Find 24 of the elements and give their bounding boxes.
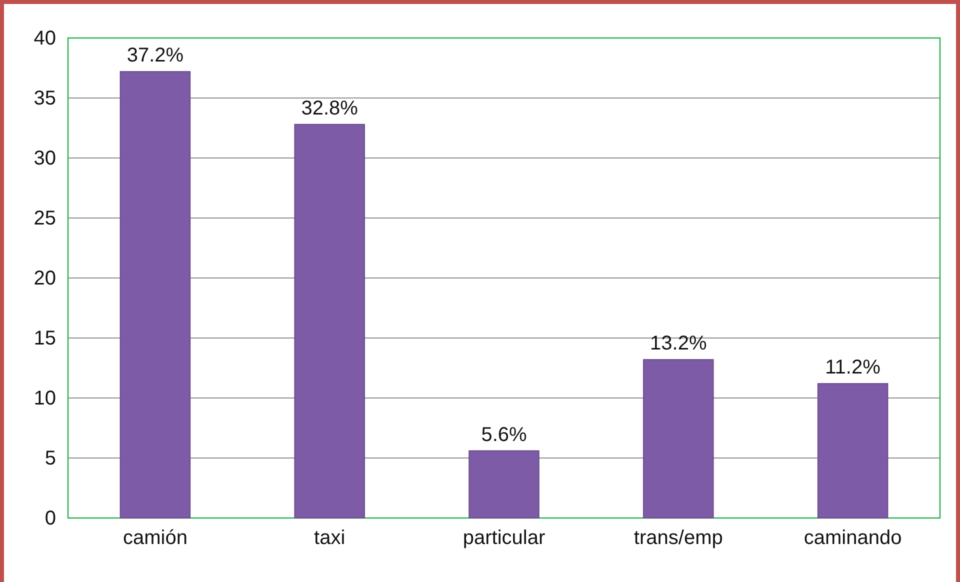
y-tick-label: 40 [34,27,56,50]
x-tick-label: particular [462,527,546,550]
y-tick-label: 10 [34,387,56,410]
y-tick-label: 20 [34,267,56,290]
data-label: 37.2% [126,44,184,67]
bar [643,359,714,518]
y-tick-label: 30 [34,147,56,170]
bar [120,71,191,518]
x-tick-label: caminando [804,527,902,550]
x-tick-label: trans/emp [634,527,723,550]
y-tick-label: 25 [34,207,56,230]
data-label: 11.2% [825,356,881,379]
data-label: 32.8% [301,97,358,120]
y-tick-label: 15 [34,327,56,350]
y-tick-label: 5 [44,447,56,470]
y-tick-label: 35 [34,87,56,110]
bar [817,383,888,518]
bar [294,124,365,518]
bar [468,450,540,518]
y-tick-label: 0 [44,507,56,530]
x-tick-label: taxi [314,527,346,550]
x-tick-label: camión [122,527,188,550]
data-label: 13.2% [650,332,707,355]
data-label: 5.6% [481,424,528,446]
